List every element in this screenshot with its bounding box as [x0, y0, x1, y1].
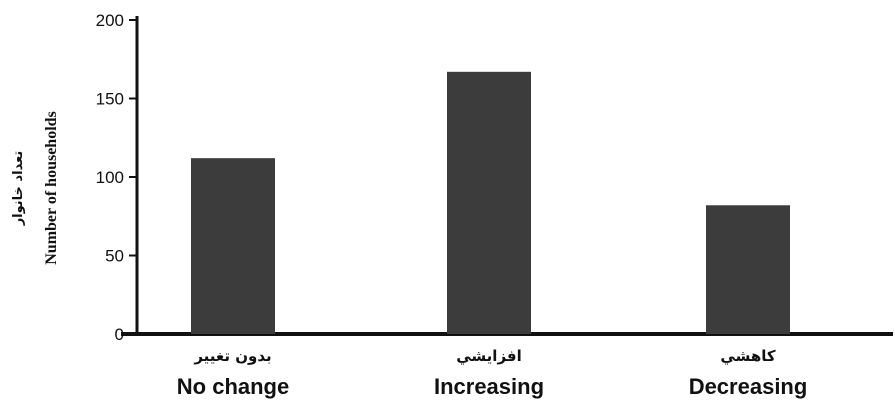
x-category-label: No change — [177, 374, 289, 399]
y-tick-label: 200 — [96, 11, 124, 30]
y-tick-label: 150 — [96, 90, 124, 109]
y-tick-label: 100 — [96, 168, 124, 187]
y-axis-label: Number of households — [43, 111, 60, 265]
x-category-label: Decreasing — [689, 374, 808, 399]
x-category-label-persian: كاهشي — [720, 347, 775, 365]
x-category-label-persian: بدون تغيير — [193, 347, 271, 365]
x-category-label-persian: افزايشي — [456, 347, 522, 365]
y-tick-label: 50 — [105, 247, 124, 266]
bar — [191, 158, 275, 334]
bar — [706, 205, 790, 334]
y-axis-label-persian: تعداد خانوار — [11, 151, 26, 227]
y-ticks: 0 50 100 150 200 — [96, 11, 137, 344]
x-category-label: Increasing — [434, 374, 544, 399]
bars — [191, 71, 790, 334]
y-tick-label: 0 — [115, 325, 124, 344]
x-category-labels: بدون تغيير No change افزايشي Increasing كاهش… — [177, 347, 808, 399]
bar — [447, 71, 531, 334]
